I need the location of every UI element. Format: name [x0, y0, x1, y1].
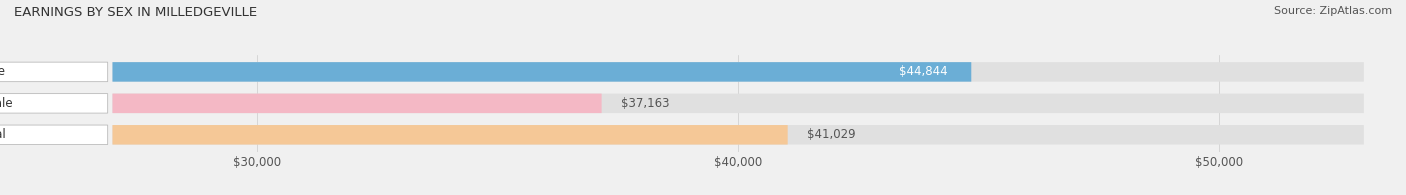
FancyBboxPatch shape [112, 94, 1364, 113]
Text: $37,163: $37,163 [621, 97, 669, 110]
FancyBboxPatch shape [0, 125, 108, 144]
FancyBboxPatch shape [112, 94, 602, 113]
Text: Male: Male [0, 65, 6, 78]
Text: EARNINGS BY SEX IN MILLEDGEVILLE: EARNINGS BY SEX IN MILLEDGEVILLE [14, 6, 257, 19]
Text: Total: Total [0, 128, 6, 141]
FancyBboxPatch shape [0, 62, 108, 82]
Text: $44,844: $44,844 [898, 65, 948, 78]
FancyBboxPatch shape [112, 62, 972, 82]
FancyBboxPatch shape [112, 125, 787, 144]
FancyBboxPatch shape [112, 125, 1364, 144]
FancyBboxPatch shape [112, 62, 1364, 82]
Text: Female: Female [0, 97, 14, 110]
Text: Source: ZipAtlas.com: Source: ZipAtlas.com [1274, 6, 1392, 16]
Text: $41,029: $41,029 [807, 128, 855, 141]
FancyBboxPatch shape [0, 94, 108, 113]
